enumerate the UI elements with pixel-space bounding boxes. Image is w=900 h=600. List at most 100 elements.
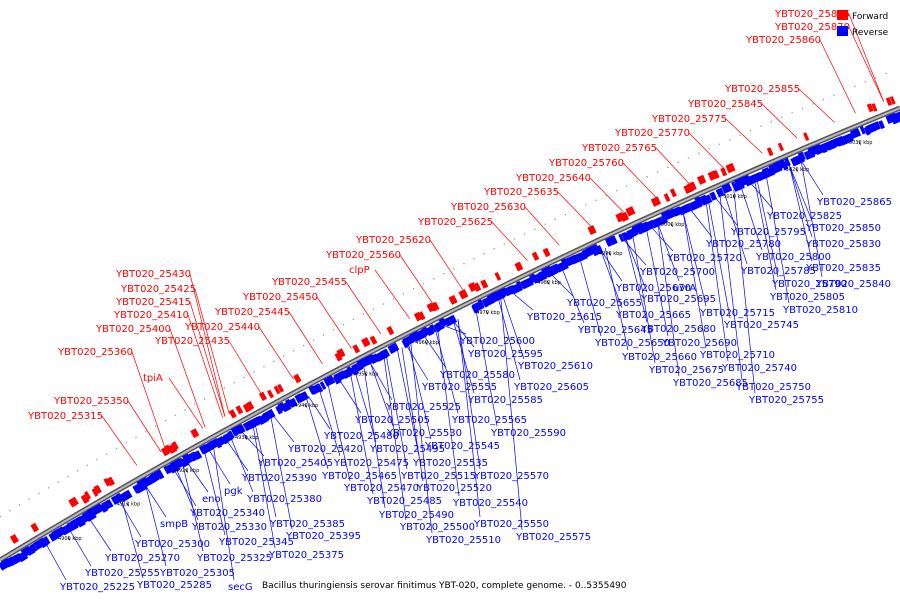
- reverse-gene-label: YBT020_25835: [805, 263, 881, 274]
- forward-gene-block: [587, 225, 597, 236]
- tick-label: 4960 kbp: [415, 340, 439, 346]
- reverse-leader: [350, 374, 374, 495]
- strand-dot: [204, 398, 206, 400]
- reverse-gene-label: YBT020_25580: [439, 370, 515, 381]
- tick-label: 4990 kbp: [599, 251, 623, 257]
- reverse-leader: [410, 342, 433, 534]
- reverse-gene-label: YBT020_25865: [816, 197, 892, 208]
- reverse-leader: [254, 424, 277, 518]
- reverse-gene-block: [236, 424, 246, 434]
- strand-dot: [332, 329, 335, 331]
- reverse-gene-block: [95, 503, 104, 514]
- legend-reverse-label: Reverse: [852, 28, 889, 38]
- forward-leader: [374, 269, 411, 320]
- reverse-leader: [182, 464, 204, 552]
- reverse-gene-block: [425, 326, 435, 337]
- reverse-leader: [339, 379, 362, 414]
- strand-dot: [791, 112, 793, 114]
- reverse-gene-block: [227, 430, 235, 440]
- forward-gene-block: [766, 147, 774, 157]
- reverse-leader: [705, 201, 729, 362]
- reverse-gene-label: YBT020_25805: [769, 292, 845, 303]
- reverse-gene-label: YBT020_25695: [640, 294, 716, 305]
- forward-gene-block: [625, 206, 636, 217]
- reverse-leader: [600, 249, 623, 282]
- strand-dot: [615, 190, 618, 192]
- strand-dot: [812, 103, 814, 105]
- reverse-leader: [600, 249, 623, 309]
- reverse-gene-label: YBT020_25780: [705, 239, 781, 250]
- reverse-gene-block: [216, 436, 226, 446]
- reverse-gene-block: [844, 133, 854, 144]
- reverse-leader: [121, 499, 144, 579]
- reverse-gene-label: YBT020_25345: [218, 537, 294, 548]
- forward-leader: [429, 239, 465, 292]
- reverse-gene-label: YBT020_25470: [343, 483, 419, 494]
- forward-gene-block: [696, 174, 707, 185]
- strand-dot: [47, 487, 50, 489]
- reverse-gene-label: YBT020_25505: [354, 415, 430, 426]
- forward-leader: [228, 340, 263, 397]
- forward-leader: [761, 103, 798, 139]
- forward-leader: [688, 132, 726, 170]
- reverse-gene-label: YBT020_25830: [805, 239, 881, 250]
- reverse-gene-block: [17, 552, 26, 563]
- forward-gene-block: [472, 282, 482, 292]
- strand-dot: [875, 77, 877, 79]
- forward-gene-block: [531, 251, 540, 261]
- strand-dot: [283, 355, 285, 357]
- forward-leader: [187, 314, 224, 418]
- forward-gene-block: [669, 188, 677, 198]
- strand-dot: [135, 436, 137, 438]
- forward-gene-label: YBT020_25435: [154, 336, 230, 347]
- forward-gene-block: [106, 476, 116, 487]
- reverse-leader: [145, 485, 167, 518]
- reverse-gene-label: YBT020_25605: [513, 382, 589, 393]
- reverse-gene-label: YBT020_25840: [815, 279, 891, 290]
- reverse-gene-block: [390, 342, 400, 353]
- tick-label: 5020 kbp: [786, 167, 810, 173]
- reverse-gene-block: [189, 451, 200, 462]
- reverse-leader: [363, 367, 386, 509]
- reverse-gene-label: YBT020_25685: [672, 378, 748, 389]
- reverse-gene-label: YBT020_25595: [467, 349, 543, 360]
- reverse-gene-block: [609, 235, 618, 245]
- reverse-leader: [173, 469, 197, 507]
- tick-mark: [424, 341, 428, 345]
- forward-gene-block: [228, 409, 237, 419]
- forward-gene-label: YBT020_25775: [651, 114, 727, 125]
- reverse-gene-block: [892, 110, 900, 122]
- forward-gene-block: [84, 491, 91, 500]
- strand-dot: [273, 360, 275, 362]
- reverse-gene-block: [275, 405, 283, 415]
- reverse-gene-label: YBT020_25535: [412, 458, 488, 469]
- tick-mark: [485, 310, 489, 315]
- tick-mark: [670, 223, 673, 227]
- forward-gene-block: [386, 325, 395, 336]
- forward-gene-block: [480, 279, 489, 289]
- reverse-leader: [749, 182, 774, 210]
- strand-dot: [843, 90, 845, 92]
- reverse-gene-label: smpB: [160, 519, 188, 530]
- reverse-gene-label: YBT020_25655: [566, 298, 642, 309]
- reverse-leader: [789, 165, 813, 262]
- forward-leader: [589, 177, 626, 215]
- strand-dot: [656, 171, 659, 173]
- strand-dot: [352, 318, 355, 321]
- genome-track: [0, 72, 900, 571]
- forward-gene-block: [93, 484, 102, 495]
- reverse-gene-block: [591, 244, 604, 257]
- reverse-gene-block: [677, 203, 693, 216]
- forward-gene-label: YBT020_25855: [724, 84, 800, 95]
- forward-leader: [725, 118, 763, 154]
- forward-leader: [131, 351, 166, 450]
- reverse-gene-label: secG: [228, 582, 253, 593]
- tick-label: 5010 kbp: [723, 194, 747, 200]
- forward-gene-block: [103, 477, 111, 487]
- forward-gene-label: YBT020_25635: [483, 187, 559, 198]
- tick-mark: [244, 436, 248, 440]
- strand-dot: [554, 218, 556, 221]
- reverse-leader: [208, 450, 231, 485]
- forward-gene-block: [160, 446, 170, 457]
- reverse-leader: [579, 259, 602, 337]
